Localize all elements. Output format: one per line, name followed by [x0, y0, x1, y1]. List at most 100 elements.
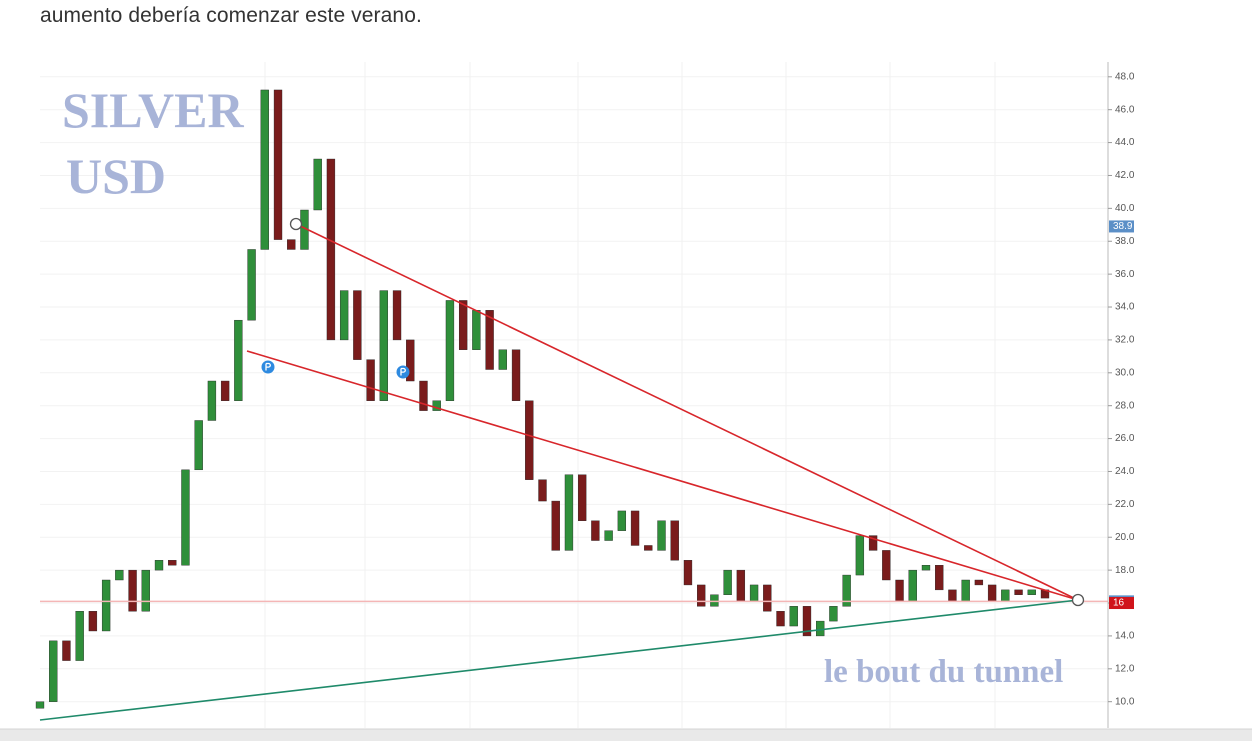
candle-body — [1027, 589, 1036, 595]
article-text: aumento debería comenzar este verano. — [40, 4, 422, 27]
candle-body — [776, 611, 785, 627]
candle-body — [101, 579, 111, 632]
y-tick-label: 42.0 — [1115, 170, 1135, 181]
candle-body — [115, 569, 124, 581]
candle-body — [697, 584, 706, 607]
candle-body — [141, 569, 150, 612]
candle-body — [538, 479, 547, 502]
bottom-bar — [0, 729, 1252, 741]
y-tick-label: 26.0 — [1115, 433, 1135, 444]
candle-body — [62, 640, 71, 661]
candle-body — [683, 560, 693, 586]
candle-body — [220, 380, 230, 401]
candle-body — [789, 606, 798, 627]
candle-body — [644, 545, 653, 551]
candle-body — [1014, 589, 1023, 595]
candle-body — [260, 89, 269, 250]
candle-body — [617, 510, 627, 531]
candle-body — [1001, 589, 1010, 602]
y-tick-label: 32.0 — [1115, 335, 1135, 346]
candle-body — [842, 574, 851, 607]
candle-body — [657, 520, 666, 551]
candle-body — [736, 569, 746, 602]
candle-body — [326, 158, 336, 341]
candle-body — [35, 701, 45, 709]
candle-body — [670, 520, 679, 561]
candle-body — [379, 290, 388, 401]
candle-body — [564, 474, 574, 551]
trendline-lower — [246, 350, 1079, 601]
candle-body — [525, 400, 534, 480]
candle-body — [194, 420, 203, 471]
y-tick-label: 36.0 — [1115, 269, 1135, 280]
candle-body — [458, 300, 468, 350]
candle-body — [987, 584, 997, 602]
y-tick-label: 44.0 — [1115, 137, 1135, 148]
y-tick-label: 40.0 — [1115, 203, 1135, 214]
candle-body — [273, 89, 283, 240]
annotation: le bout du tunnel — [824, 654, 1063, 690]
candle-body — [882, 550, 891, 581]
candle-body — [604, 530, 613, 541]
candle-body — [948, 589, 957, 602]
price-tag-label: 16 — [1113, 598, 1125, 609]
y-tick-label: 22.0 — [1115, 499, 1135, 510]
candle-body — [313, 158, 322, 211]
candle-body — [432, 400, 441, 411]
y-tick-label: 18.0 — [1115, 565, 1135, 576]
candle-body — [868, 535, 878, 551]
candle-body — [168, 560, 177, 566]
candle-body — [749, 584, 759, 602]
candle-body — [578, 474, 587, 521]
candle-body — [829, 606, 838, 622]
candle-body — [710, 594, 719, 607]
y-tick-label: 20.0 — [1115, 532, 1135, 543]
candle-body — [895, 579, 904, 602]
candle-body — [921, 565, 931, 571]
trendline-upper — [295, 223, 1079, 601]
candle-body — [485, 310, 494, 370]
candle-body — [908, 569, 917, 602]
candle-body — [445, 300, 455, 401]
candle-body — [961, 579, 970, 602]
candle-body — [207, 380, 217, 421]
chart-title: SILVER — [62, 82, 244, 138]
candle-body — [630, 510, 640, 546]
candle-body — [234, 319, 243, 401]
grid — [264, 62, 996, 728]
candle-body — [935, 565, 944, 591]
candle-body — [181, 469, 190, 566]
candle-body — [247, 249, 256, 321]
candle-body — [723, 569, 732, 596]
candle-body — [353, 290, 362, 360]
candle-body — [763, 584, 772, 612]
y-tick-label: 34.0 — [1115, 302, 1135, 313]
y-tick-label: 24.0 — [1115, 466, 1135, 477]
candle-body — [128, 569, 137, 612]
chart-title: USD — [66, 148, 166, 204]
candle-body — [287, 239, 296, 250]
candle-body — [816, 620, 825, 637]
candle-body — [75, 611, 84, 661]
y-tick-label: 12.0 — [1115, 663, 1135, 674]
candle-body — [551, 500, 560, 551]
candle-body — [591, 520, 600, 541]
anchor-point — [1071, 593, 1085, 607]
candle-body — [802, 606, 812, 637]
y-tick-label: 14.0 — [1115, 631, 1135, 642]
support-line — [39, 599, 1079, 721]
y-tick-label: 10.0 — [1115, 696, 1135, 707]
y-tick-label: 38.0 — [1115, 236, 1135, 247]
candle-body — [339, 290, 349, 341]
anchor-point — [289, 217, 303, 231]
price-tag-label: 38.9 — [1113, 221, 1133, 232]
candle-body — [406, 339, 415, 382]
event-marker — [261, 360, 275, 374]
candle-body — [498, 349, 507, 370]
candle-body — [154, 560, 164, 571]
price-tag — [1109, 597, 1134, 610]
y-tick-label: 28.0 — [1115, 400, 1135, 411]
candle-body — [366, 359, 375, 401]
